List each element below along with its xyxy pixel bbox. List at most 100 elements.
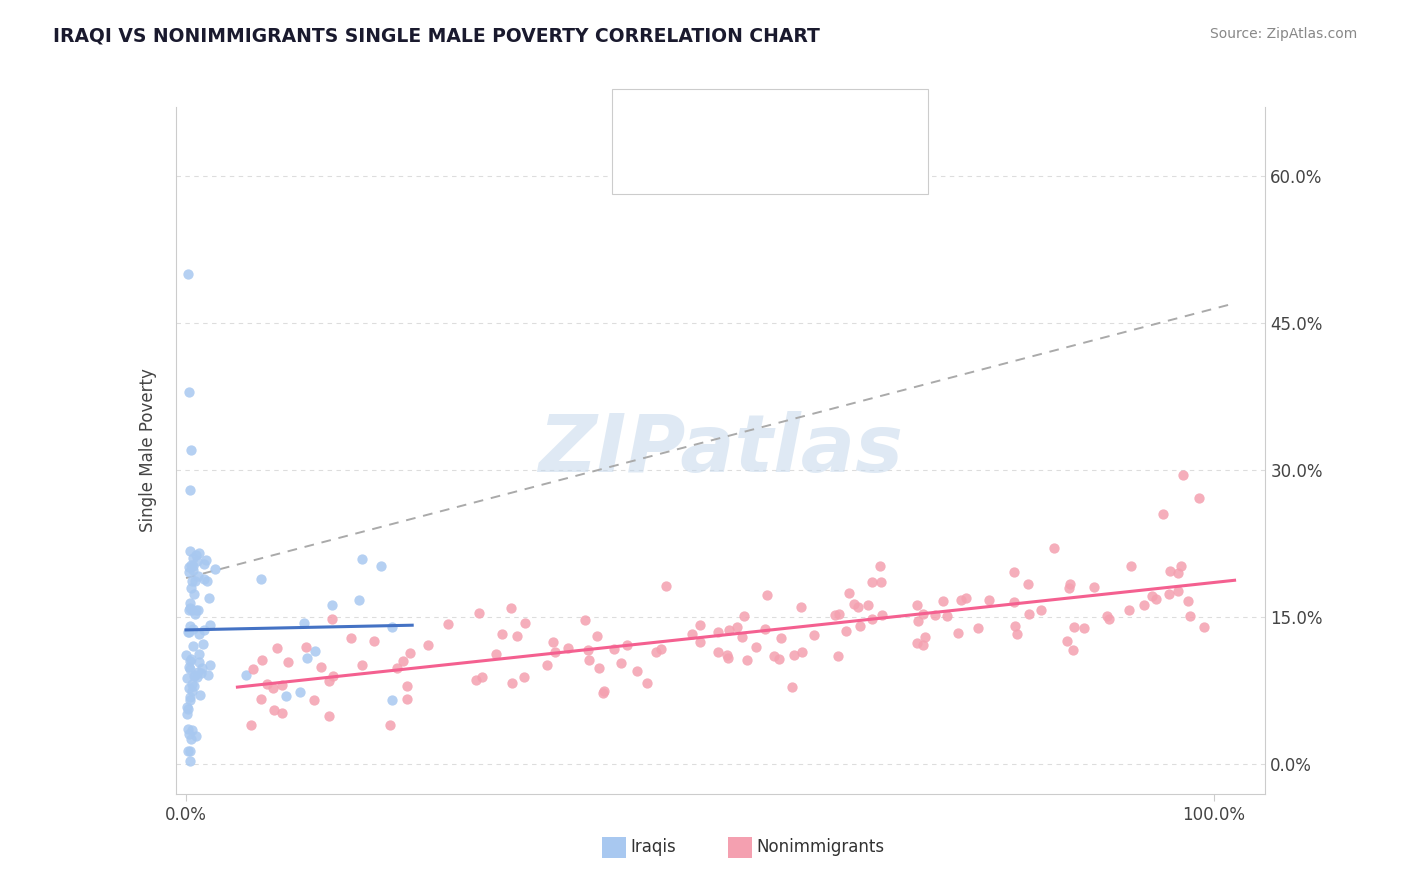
Point [803,628,825,642]
Point [468,606,491,620]
Point [725,620,748,634]
Point [177,660,200,674]
Point [626,664,648,678]
Point [184,729,207,743]
Point [270,706,292,720]
Point [513,670,536,684]
Point [395,692,418,706]
Point [188,546,211,560]
Point [193,557,215,571]
Point [186,603,208,617]
Point [309,660,332,674]
Point [842,597,865,611]
Point [274,690,297,704]
Point [770,631,793,645]
Point [513,615,536,630]
Point [350,552,373,566]
Point [186,554,208,568]
Point [277,655,299,669]
Point [644,645,666,659]
Point [250,692,273,706]
Point [179,690,201,704]
Point [838,585,860,599]
Point [190,666,212,681]
Point [176,707,198,722]
Point [183,587,205,601]
Point [179,384,201,399]
Point [1002,595,1025,609]
Point [1194,620,1216,634]
Point [849,619,872,633]
Point [869,574,891,589]
Point [322,668,344,682]
Point [380,718,402,732]
Text: R = 0.067   N =  88: R = 0.067 N = 88 [671,109,884,128]
Point [737,653,759,667]
Point [181,563,204,577]
Point [1017,576,1039,591]
Point [290,685,312,699]
Point [485,647,508,661]
Point [1180,609,1202,624]
Point [499,601,522,615]
Point [870,607,893,622]
Point [179,619,201,633]
Point [176,699,198,714]
Point [195,574,218,588]
Point [262,681,284,696]
Text: ZIPatlas: ZIPatlas [538,411,903,490]
Point [592,686,614,700]
Point [1059,577,1081,591]
Point [616,639,638,653]
Point [636,676,658,690]
Point [1043,541,1066,555]
Point [716,648,738,662]
Point [536,657,558,672]
Point [174,648,197,662]
Point [1095,609,1118,624]
Point [588,661,610,675]
Text: IRAQI VS NONIMMIGRANTS SINGLE MALE POVERTY CORRELATION CHART: IRAQI VS NONIMMIGRANTS SINGLE MALE POVER… [53,27,820,45]
Point [574,613,596,627]
Point [181,723,204,737]
Point [491,627,513,641]
Point [321,599,343,613]
Point [1073,621,1095,635]
Point [1140,589,1163,603]
Point [184,574,207,588]
Point [180,582,202,596]
Point [762,648,785,663]
Point [318,674,340,689]
Point [370,558,392,573]
Point [295,651,318,665]
Point [179,603,201,617]
Point [1166,584,1188,599]
Point [846,600,869,615]
Point [179,727,201,741]
Point [363,634,385,648]
Text: Iraqis: Iraqis [630,838,676,856]
Point [911,607,934,621]
Point [905,598,928,612]
Point [416,639,439,653]
Point [1173,468,1195,483]
Point [1004,618,1026,632]
Point [180,677,202,691]
Point [717,651,740,665]
Point [381,693,404,707]
Point [177,565,200,579]
Point [292,615,315,630]
Point [266,641,288,656]
Point [578,653,600,667]
Point [183,679,205,693]
Point [860,612,883,626]
Point [250,652,273,666]
Point [180,443,202,458]
Point [186,670,208,684]
Point [1167,566,1189,581]
Point [602,642,624,657]
Point [768,652,790,666]
Point [271,678,294,692]
Point [179,483,201,497]
Point [184,607,207,621]
